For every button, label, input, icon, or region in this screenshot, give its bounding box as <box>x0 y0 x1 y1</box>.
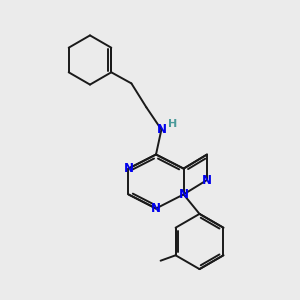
Text: N: N <box>151 202 161 215</box>
Text: N: N <box>178 188 189 201</box>
Text: N: N <box>123 162 134 175</box>
Text: N: N <box>156 123 167 136</box>
Text: N: N <box>202 173 212 187</box>
Text: H: H <box>168 119 177 129</box>
